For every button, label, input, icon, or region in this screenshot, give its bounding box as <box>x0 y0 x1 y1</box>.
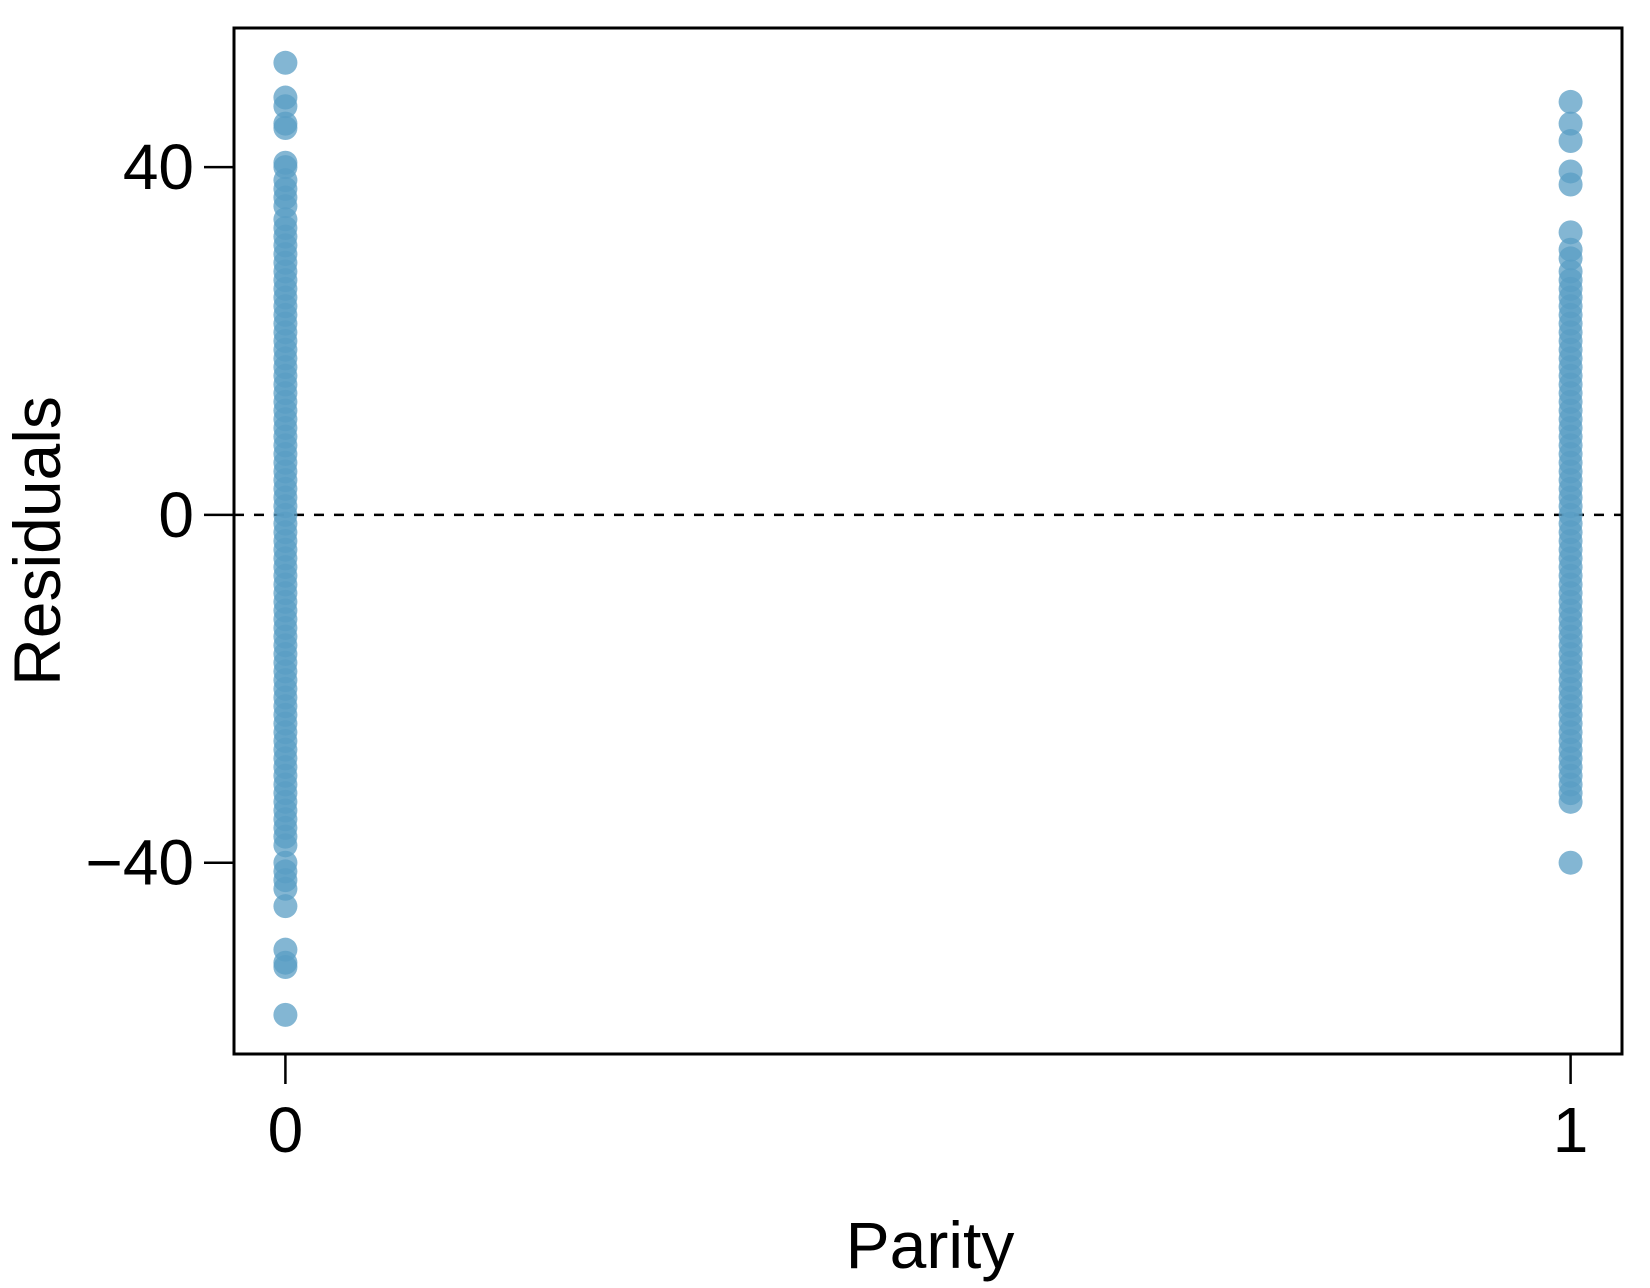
y-axis: 40 0 −40 <box>85 131 234 899</box>
data-point <box>273 50 298 75</box>
x-tick-label: 0 <box>268 1094 304 1166</box>
y-tick-label: −40 <box>85 827 194 899</box>
data-point <box>1558 111 1583 136</box>
y-axis-title: Residuals <box>0 396 74 686</box>
data-point <box>1558 89 1583 114</box>
data-point <box>273 876 298 901</box>
data-point <box>273 94 298 119</box>
data-point <box>1558 789 1583 814</box>
data-point <box>273 1002 298 1027</box>
data-point <box>273 894 298 919</box>
data-point <box>1558 850 1583 875</box>
plot-frame <box>232 26 1624 1056</box>
y-tick-label: 40 <box>123 131 194 203</box>
data-point <box>273 115 298 140</box>
y-tick-label: 0 <box>158 479 194 551</box>
x-tick-label: 1 <box>1553 1094 1589 1166</box>
data-point <box>273 955 298 980</box>
data-point <box>1558 172 1583 197</box>
data-point <box>1558 220 1583 245</box>
data-point <box>273 833 298 858</box>
data-point <box>1558 129 1583 154</box>
x-axis-title: Parity <box>846 1208 1015 1282</box>
data-points <box>273 50 1583 1027</box>
